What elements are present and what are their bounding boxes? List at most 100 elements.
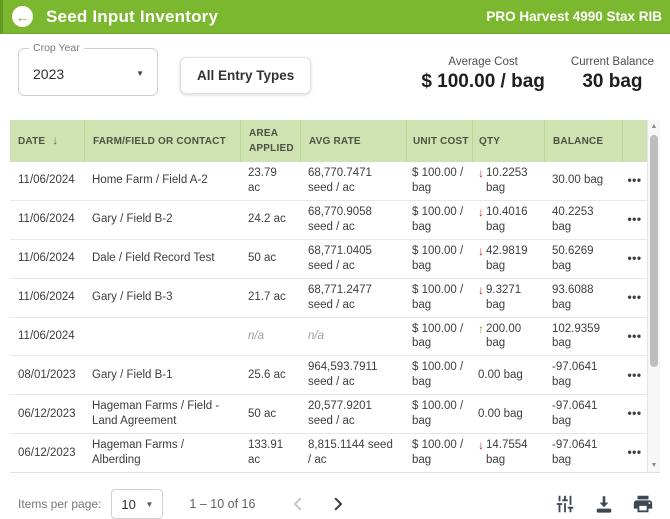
cell-qty: ↓ 9.3271 bag [472, 279, 544, 317]
cell-qty: ↓ 42.9819 bag [472, 240, 544, 278]
page-title: Seed Input Inventory [46, 6, 219, 26]
row-menu-button[interactable]: ••• [622, 329, 647, 345]
cell-balance: 50.6269 bag [552, 244, 594, 272]
row-menu-button[interactable]: ••• [622, 173, 647, 189]
cell-unit: $ 100.00 / bag [412, 244, 464, 272]
scroll-down-icon[interactable]: ▼ [650, 462, 658, 469]
cell-balance: 93.6088 bag [552, 283, 594, 311]
qty-decrease-arrow-icon: ↓ [478, 243, 484, 258]
inventory-table: DATE ↓ FARM/FIELD OR CONTACT AREA APPLIED AV… [10, 120, 660, 473]
print-icon[interactable] [632, 493, 654, 515]
column-header-label: FARM/FIELD OR CONTACT [93, 135, 226, 147]
column-header-qty[interactable]: QTY [472, 120, 544, 162]
cell-date: 11/06/2024 [18, 174, 75, 187]
drawer-edge [0, 0, 3, 33]
paginator: Items per page: 10 ▼ 1 – 10 of 16 [0, 473, 670, 519]
all-entry-types-button[interactable]: All Entry Types [180, 57, 312, 94]
qty-value: 9.3271 bag [486, 283, 522, 311]
column-header-label: BALANCE [553, 135, 604, 147]
crop-year-select[interactable]: Crop Year 2023 ▼ [18, 42, 158, 96]
download-icon[interactable] [593, 493, 615, 515]
row-menu-button[interactable]: ••• [622, 368, 647, 384]
column-header-farm[interactable]: FARM/FIELD OR CONTACT [84, 120, 240, 162]
cell-farm: Hageman Farms / Alberding [92, 439, 185, 467]
current-balance-value: 30 bag [582, 71, 643, 92]
cell-qty: ↑ 200.00 bag [472, 318, 544, 356]
qty-value: 10.4016 bag [486, 205, 528, 233]
row-menu-button[interactable]: ••• [622, 406, 647, 422]
table-row: 11/06/2024 Gary / Field B-2 24.2 ac 68,770.… [10, 199, 647, 239]
scrollbar-thumb[interactable] [650, 135, 658, 367]
filter-sliders-icon[interactable] [554, 493, 576, 515]
cell-area: n/a [248, 329, 264, 342]
cell-area: 50 ac [248, 407, 277, 420]
cell-unit: $ 100.00 / bag [412, 439, 464, 467]
column-header-date[interactable]: DATE ↓ [10, 120, 84, 162]
qty-increase-arrow-icon: ↑ [478, 321, 484, 336]
average-cost-label: Average Cost [448, 56, 518, 68]
qty-value: 14.7554 bag [486, 439, 528, 467]
table-row: 06/12/2023 Hageman Farms / Field - Land A… [10, 394, 647, 434]
chevron-right-icon[interactable] [329, 495, 347, 513]
cell-date: 11/06/2024 [18, 213, 75, 226]
cell-farm: Hageman Farms / Field - Land Agreement [92, 400, 220, 428]
qty-decrease-arrow-icon: ↓ [478, 282, 484, 297]
scroll-up-icon[interactable]: ▲ [650, 123, 658, 130]
cell-date: 06/12/2023 [18, 446, 76, 459]
cell-unit: $ 100.00 / bag [412, 322, 464, 350]
column-header-label: AREA APPLIED [249, 128, 294, 154]
more-options-icon: ••• [627, 328, 642, 343]
items-per-page-select[interactable]: 10 ▼ [111, 489, 164, 519]
sort-desc-icon: ↓ [52, 133, 59, 148]
vertical-scrollbar[interactable]: ▲ ▼ [647, 120, 660, 472]
qty-value: 10.2253 bag [486, 167, 528, 194]
table-row: 06/12/2023 Hageman Farms / Alberding 133.9… [10, 433, 647, 472]
chevron-left-icon[interactable] [289, 495, 307, 513]
cell-qty: 0.00 bag [472, 403, 544, 426]
cell-rate: 68,770.7471 seed / ac [308, 167, 372, 194]
cell-farm: Gary / Field B-3 [92, 291, 173, 304]
cell-qty: ↓ 10.2253 bag [472, 162, 544, 200]
column-header-rate[interactable]: AVG RATE [300, 120, 406, 162]
cell-area: 21.7 ac [248, 291, 286, 304]
column-header-area[interactable]: AREA APPLIED [240, 120, 300, 162]
average-cost-value: $ 100.00 / bag [421, 71, 545, 92]
cell-date: 08/01/2023 [18, 368, 76, 381]
crop-year-label: Crop Year [29, 42, 84, 54]
cell-unit: $ 100.00 / bag [412, 283, 464, 311]
column-header-label: QTY [479, 135, 501, 147]
row-menu-button[interactable]: ••• [622, 290, 647, 306]
cell-farm [84, 332, 240, 340]
items-per-page-value: 10 [121, 496, 136, 512]
qty-value: 0.00 bag [478, 407, 523, 420]
page-range-text: 1 – 10 of 16 [189, 497, 256, 511]
top-app-bar: ← Seed Input Inventory PRO Harvest 4990 … [0, 0, 670, 34]
cell-balance: -97.0641 bag [552, 439, 598, 467]
more-options-icon: ••• [627, 445, 642, 460]
qty-value: 200.00 bag [486, 322, 522, 350]
more-options-icon: ••• [627, 212, 642, 227]
cell-date: 11/06/2024 [18, 329, 75, 342]
column-header-balance[interactable]: BALANCE [544, 120, 622, 162]
column-header-label: UNIT COST [413, 135, 469, 147]
cell-date: 06/12/2023 [18, 407, 76, 420]
column-header-unit[interactable]: UNIT COST [406, 120, 472, 162]
qty-value: 0.00 bag [478, 368, 523, 381]
cell-balance: -97.0641 bag [552, 361, 598, 389]
more-options-icon: ••• [627, 289, 642, 304]
table-row: 11/06/2024 Dale / Field Record Test 50 ac 6… [10, 238, 647, 278]
cell-rate: 68,771.2477 seed / ac [308, 283, 372, 311]
back-button[interactable]: ← [12, 6, 33, 27]
controls-row: Crop Year 2023 ▼ All Entry Types Average… [0, 34, 670, 120]
chevron-down-icon: ▼ [136, 69, 144, 78]
back-arrow-icon: ← [15, 8, 30, 25]
row-menu-button[interactable]: ••• [622, 251, 647, 267]
more-options-icon: ••• [627, 406, 642, 421]
row-menu-button[interactable]: ••• [622, 445, 647, 461]
page-buttons [289, 495, 347, 513]
column-header-label: DATE [18, 135, 46, 147]
row-menu-button[interactable]: ••• [622, 212, 647, 228]
cell-area: 133.91 ac [248, 439, 284, 467]
table-header-row: DATE ↓ FARM/FIELD OR CONTACT AREA APPLIED AV… [10, 120, 647, 162]
cell-farm: Dale / Field Record Test [92, 252, 215, 265]
